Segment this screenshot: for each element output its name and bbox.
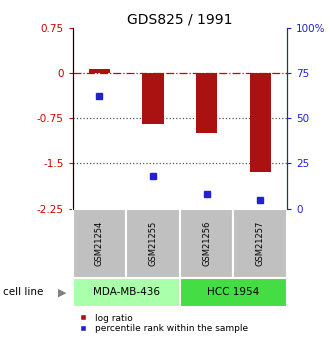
- Text: GSM21254: GSM21254: [95, 220, 104, 266]
- Bar: [142, 73, 164, 124]
- Bar: [180, 209, 234, 278]
- Legend: log ratio, percentile rank within the sample: log ratio, percentile rank within the sa…: [71, 310, 251, 337]
- Bar: [126, 209, 180, 278]
- Bar: [73, 209, 126, 278]
- Text: GSM21257: GSM21257: [256, 220, 265, 266]
- Text: HCC 1954: HCC 1954: [207, 287, 260, 297]
- Text: cell line: cell line: [3, 287, 44, 297]
- Text: MDA-MB-436: MDA-MB-436: [93, 287, 160, 297]
- Text: ▶: ▶: [58, 287, 66, 297]
- Text: GSM21255: GSM21255: [148, 220, 157, 266]
- Bar: [89, 69, 110, 73]
- Bar: [73, 278, 180, 307]
- Bar: [249, 73, 271, 172]
- Title: GDS825 / 1991: GDS825 / 1991: [127, 12, 233, 27]
- Bar: [180, 278, 287, 307]
- Text: GSM21256: GSM21256: [202, 220, 211, 266]
- Bar: [196, 73, 217, 133]
- Bar: [234, 209, 287, 278]
